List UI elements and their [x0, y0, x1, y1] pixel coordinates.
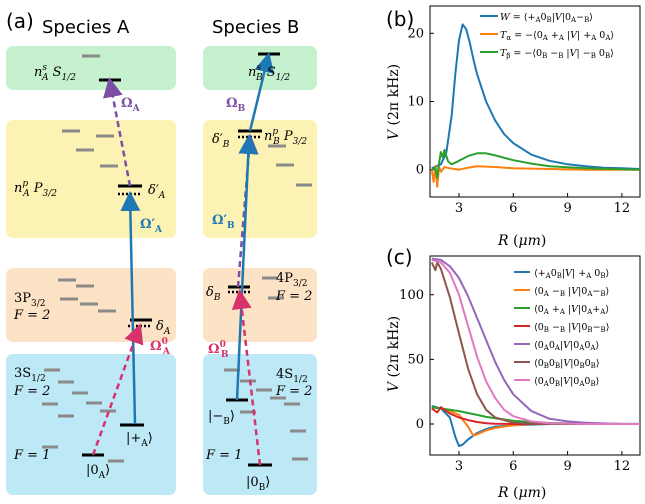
- a-omega-ryd-label: ΩA: [121, 96, 141, 114]
- b-f1-label: F = 1: [205, 448, 242, 463]
- legend-c-2: ⟨0A −B |V|0A−B⟩: [534, 286, 609, 298]
- legend-c-1: ⟨+A0B|V| +A 0B⟩: [534, 268, 609, 280]
- b-s-state-line2: F = 2: [275, 384, 312, 399]
- chart-b-ytick-2: 20: [407, 26, 424, 41]
- chart-b-legend: W = ⟨+A0B|V|0A−B⟩ Tα = −⟨0A +A |V| +A 0A…: [480, 12, 614, 60]
- chart-b-series-0: [431, 23, 641, 170]
- a-omega-zero-label: Ω0 A: [150, 337, 171, 357]
- chart-c-xlabel: R (μm): [497, 485, 546, 501]
- chart-b-series-2: [431, 148, 641, 179]
- chart-c-legend: ⟨+A0B|V| +A 0B⟩ ⟨0A −B |V|0A−B⟩ ⟨0A +A |…: [514, 268, 609, 388]
- arrow-b-omega-ryd: [248, 52, 275, 132]
- chart-c: 3 6 9 12 0 50 100 V (2π kHz) R (μm) ⟨+A0B|V| +…: [386, 255, 641, 501]
- arrow-a-omega-zero: [91, 323, 144, 456]
- a-s-state-line2: F = 2: [13, 384, 50, 399]
- chart-b-ytick-0: 0: [416, 163, 424, 178]
- legend-c-4: ⟨0B −B |V|0B−B⟩: [534, 322, 609, 334]
- chart-c-ytick-2: 100: [399, 288, 424, 303]
- legend-b-w: W = ⟨+A0B|V|0A−B⟩: [500, 12, 593, 24]
- legend-c-7: ⟨0A0B|V|0A0B⟩: [534, 376, 599, 388]
- chart-b: 3 6 9 12 0 10 20 V (2π kHz) R (μm) W = ⟨+A0B|V…: [386, 5, 641, 249]
- box-b-s-state: [203, 354, 317, 495]
- chart-c-series-6: [431, 258, 640, 425]
- chart-c-xtick-1: 6: [509, 459, 517, 474]
- arrow-b-omega-zero-blue: [235, 134, 259, 401]
- chart-b-xlabel: R (μm): [497, 233, 546, 249]
- b-omega-zero-label: Ω0 B: [208, 340, 229, 360]
- arrow-a-omega-prime: [120, 191, 141, 425]
- a-ket-zero: |0A⟩: [86, 463, 110, 481]
- panel-label-c: (c): [386, 245, 413, 269]
- legend-c-5: ⟨0A0A|V|0A0A⟩: [534, 340, 599, 352]
- a-sublevels: [42, 54, 124, 463]
- chart-c-xtick-0: 3: [455, 459, 463, 474]
- box-a-rydberg-s: [6, 46, 176, 90]
- chart-b-xtick-3: 12: [614, 201, 631, 216]
- a-f1-label: F = 1: [13, 448, 50, 463]
- chart-b-xtick-1: 6: [509, 201, 517, 216]
- chart-b-ylabel: V (2π kHz): [386, 64, 402, 140]
- chart-c-xtick-2: 9: [563, 459, 571, 474]
- chart-b-xtick-2: 9: [563, 201, 571, 216]
- chart-c-ylabel: V (2π kHz): [386, 316, 402, 392]
- box-b-rydberg-p: [203, 120, 317, 238]
- species-a-title: Species A: [42, 17, 130, 38]
- chart-c-series-5: [430, 261, 640, 425]
- chart-c-frame: [429, 255, 641, 456]
- legend-c-3: ⟨0A +A |V|0A+A⟩: [534, 304, 609, 316]
- legend-b-tb: Tβ = −⟨0B −B |V| −B 0B⟩: [500, 48, 614, 60]
- panel-label-a: (a): [6, 9, 34, 33]
- b-omega-ryd-label: ΩB: [226, 96, 246, 114]
- chart-c-ytick-1: 50: [407, 352, 424, 367]
- chart-c-ytick-0: 0: [416, 417, 424, 432]
- panel-label-b: (b): [386, 7, 414, 31]
- b-rydberg-s-label: ns B S1/2: [248, 63, 290, 83]
- arrow-a-omega-ryd: [103, 77, 132, 187]
- legend-c-6: ⟨0B0B|V|0B0B⟩: [534, 358, 600, 370]
- species-b-title: Species B: [212, 17, 299, 38]
- a-p-state-line2: F = 2: [13, 308, 50, 323]
- chart-c-series-4: [431, 257, 640, 425]
- chart-c-xtick-3: 12: [614, 459, 631, 474]
- b-p-state-line2: F = 2: [275, 289, 312, 304]
- arrow-b-omega-zero: [231, 289, 262, 466]
- legend-b-ta: Tα = −⟨0A +A |V| +A 0A⟩: [500, 30, 614, 42]
- chart-b-ytick-1: 10: [407, 95, 424, 110]
- chart-b-xtick-0: 3: [455, 201, 463, 216]
